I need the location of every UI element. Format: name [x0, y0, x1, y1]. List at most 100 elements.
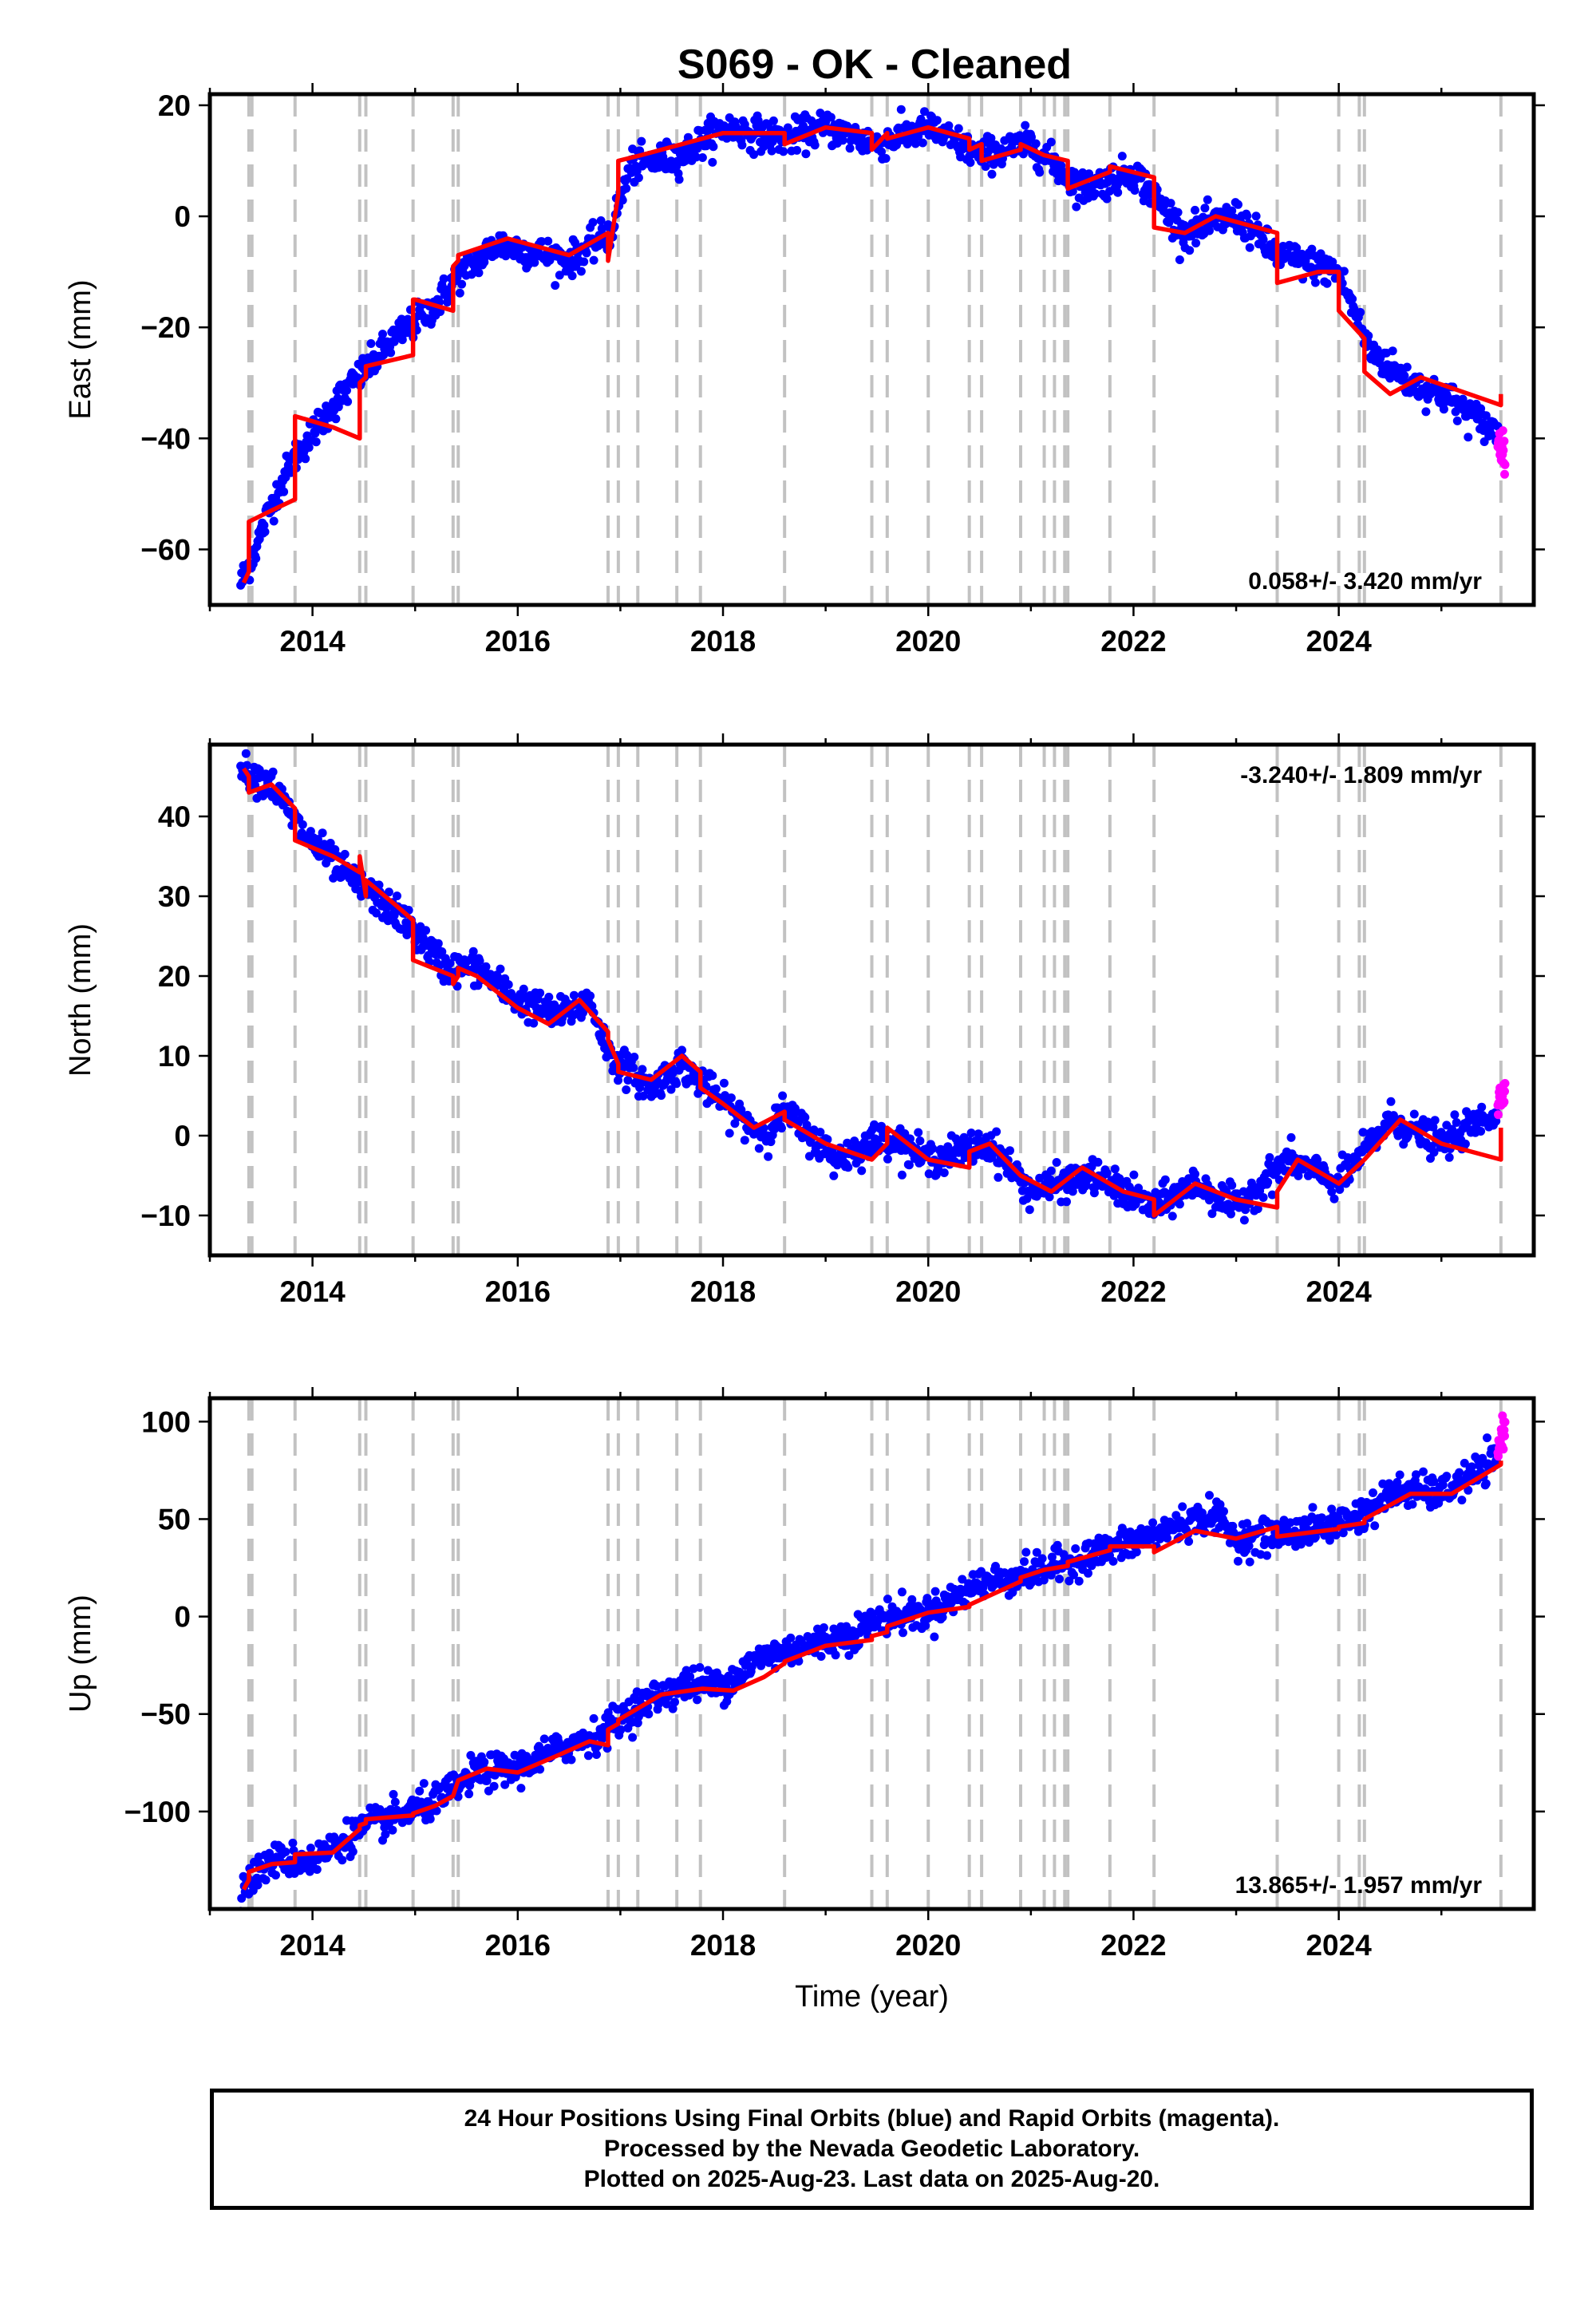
data-point [433, 939, 443, 948]
data-point [1102, 1168, 1112, 1178]
x-tick-label: 2014 [279, 1929, 346, 1962]
data-point [1129, 1170, 1139, 1180]
data-point [981, 162, 990, 172]
data-point [974, 1129, 983, 1139]
data-point [1091, 189, 1100, 199]
data-point [614, 1076, 622, 1085]
data-point [306, 1844, 315, 1853]
data-point [622, 184, 631, 193]
data-point [1494, 1452, 1503, 1461]
data-point [1393, 1477, 1402, 1487]
data-point [1227, 1180, 1237, 1190]
data-point [397, 335, 407, 345]
data-point [269, 516, 279, 526]
data-point [445, 958, 455, 968]
data-point [384, 887, 393, 897]
data-point [857, 1166, 867, 1176]
panel-2: 2014 2016 2018 2020 2022 2024 −10 0 10 20 30 40 Nort… [64, 733, 1545, 1308]
plot-frame [207, 742, 1536, 1258]
data-point [966, 158, 975, 168]
data-point [586, 991, 595, 1001]
data-point [1412, 1470, 1420, 1480]
data-point [1452, 1118, 1461, 1127]
data-point [930, 1587, 940, 1596]
data-point [1444, 1152, 1454, 1162]
data-point [331, 414, 341, 424]
data-point [766, 1137, 776, 1147]
x-tick-label: 2024 [1306, 1275, 1372, 1308]
data-point [421, 926, 431, 935]
data-point [1483, 1433, 1491, 1443]
data-point [719, 1078, 729, 1088]
data-point [1184, 1537, 1194, 1546]
x-tick-label: 2016 [485, 1929, 551, 1962]
data-point [1244, 1541, 1254, 1551]
data-point [1452, 416, 1462, 425]
y-axis: −60 −40 −20 0 20 [140, 89, 1545, 566]
data-point [304, 443, 314, 453]
data-point [749, 150, 759, 160]
data-point [432, 1806, 441, 1816]
data-point [1185, 246, 1195, 255]
data-point [1027, 132, 1036, 142]
data-point [567, 1755, 576, 1765]
footer-line-2: Processed by the Nevada Geodetic Laborat… [603, 2136, 1140, 2162]
data-point [629, 1063, 638, 1073]
data-point [537, 237, 547, 247]
data-point [1265, 1152, 1274, 1162]
data-point [1071, 1544, 1080, 1553]
data-point [914, 1128, 923, 1137]
data-point [453, 1792, 463, 1801]
x-tick-label: 2016 [485, 625, 551, 658]
data-point [1245, 243, 1254, 252]
data-point [709, 142, 718, 152]
data-point [281, 1848, 290, 1856]
data-point [697, 153, 707, 162]
data-point [530, 258, 539, 267]
data-point [1481, 1479, 1491, 1488]
data-point [1234, 1556, 1242, 1566]
data-point [779, 147, 788, 156]
break-lines [247, 1398, 1503, 1909]
data-point [986, 133, 996, 143]
data-point [1494, 1110, 1503, 1120]
data-point [579, 1008, 588, 1018]
data-point [1421, 407, 1431, 417]
y-axis-label: North (mm) [64, 923, 97, 1077]
y-tick-label: −10 [140, 1199, 191, 1232]
data-point [298, 820, 307, 829]
data-point [1045, 1192, 1054, 1202]
data-point [1428, 1122, 1438, 1132]
plot-frame [207, 92, 1536, 607]
data-point [1163, 1533, 1172, 1543]
data-point [1228, 1521, 1238, 1531]
data-point [1294, 1171, 1303, 1180]
data-point [1205, 1491, 1214, 1500]
data-point [1395, 1470, 1404, 1480]
x-tick-label: 2018 [690, 625, 756, 658]
y-tick-label: −40 [140, 422, 191, 455]
data-point [693, 1695, 702, 1705]
data-point [1175, 255, 1184, 264]
data-point [1130, 186, 1140, 195]
data-point [1386, 1097, 1396, 1106]
data-point [519, 984, 528, 994]
y-tick-label: −100 [124, 1796, 191, 1828]
model-line [241, 124, 1503, 584]
data-point [1400, 371, 1409, 381]
data-point [939, 1168, 949, 1177]
data-point [393, 891, 401, 901]
y-axis-label: East (mm) [64, 279, 97, 419]
data-point [674, 175, 684, 184]
data-point [1477, 1102, 1487, 1112]
data-point [1307, 244, 1317, 254]
data-point [777, 1124, 786, 1133]
data-point [1438, 1480, 1448, 1490]
data-point [1465, 399, 1475, 409]
data-point [582, 248, 591, 258]
data-point [622, 174, 632, 184]
data-point [740, 1136, 749, 1145]
data-point [388, 1825, 397, 1835]
data-point [475, 956, 484, 966]
data-point [390, 1797, 400, 1807]
